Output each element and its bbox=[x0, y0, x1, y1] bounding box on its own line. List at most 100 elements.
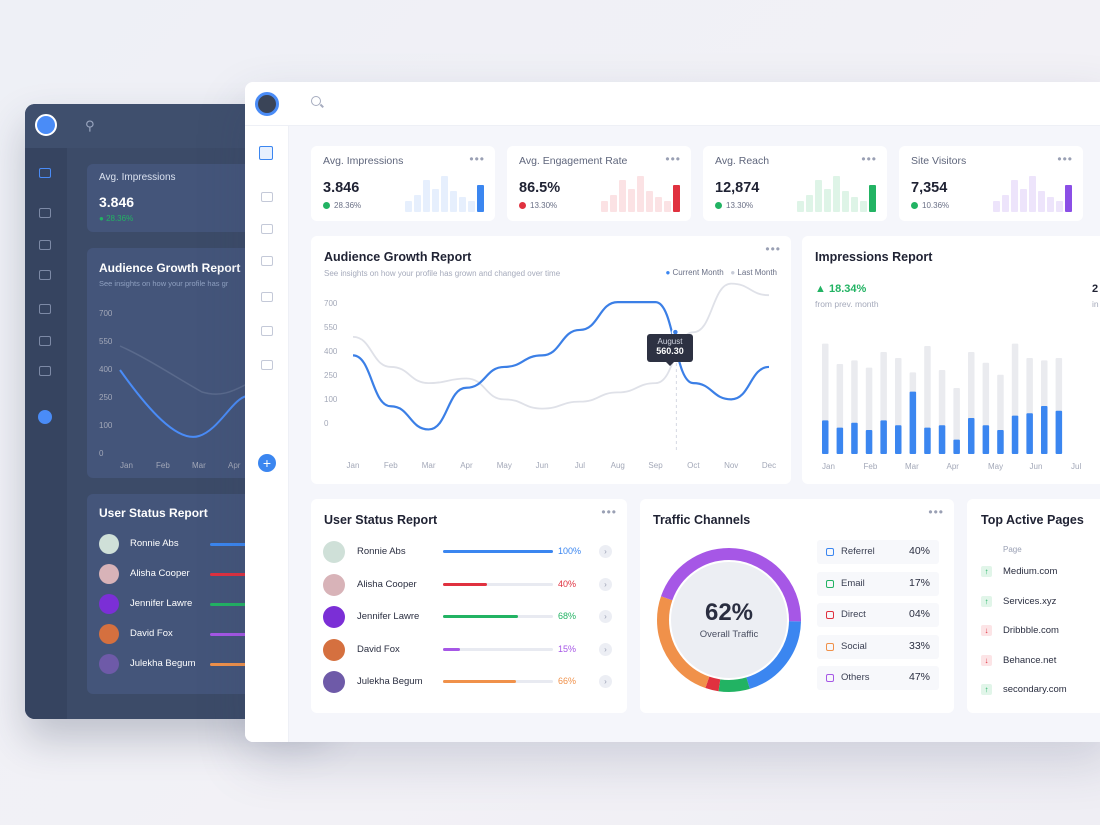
impressions-bar[interactable] bbox=[836, 427, 844, 454]
dark-user-row[interactable]: Ronnie Abs bbox=[99, 532, 325, 558]
user-progress-bar bbox=[443, 615, 553, 618]
user-progress-bar bbox=[443, 582, 553, 586]
user-status-menu-icon[interactable]: ••• bbox=[601, 505, 617, 519]
impressions-bar[interactable] bbox=[1011, 415, 1019, 454]
dark-user-avatar bbox=[99, 564, 119, 584]
kpi-value: 3.846 bbox=[323, 180, 360, 196]
user-name: Alisha Cooper bbox=[357, 578, 417, 590]
y-tick-label: 250 bbox=[324, 371, 338, 380]
dark-search-icon[interactable]: ⚲ bbox=[85, 118, 95, 133]
kpi-menu-icon[interactable]: ••• bbox=[861, 152, 877, 166]
donut-segment[interactable] bbox=[657, 548, 801, 692]
user-row[interactable]: Ronnie Abs 100% › bbox=[323, 537, 613, 567]
chevron-right-icon[interactable]: › bbox=[599, 577, 612, 591]
impressions-bar[interactable] bbox=[1055, 410, 1063, 454]
kpi-mini-bar bbox=[673, 185, 680, 212]
impressions-bar[interactable] bbox=[1041, 406, 1048, 454]
donut-segment[interactable] bbox=[657, 548, 801, 692]
dark-table-icon[interactable] bbox=[39, 366, 51, 376]
add-button[interactable]: + bbox=[258, 454, 276, 472]
kpi-menu-icon[interactable]: ••• bbox=[1057, 152, 1073, 166]
dark-user-row[interactable]: Alisha Cooper bbox=[99, 562, 325, 588]
impressions-bar[interactable] bbox=[880, 420, 887, 454]
arrow-up-icon: ↑ bbox=[981, 595, 992, 607]
traffic-title: Traffic Channels bbox=[653, 513, 751, 527]
kpi-card[interactable]: Avg. Reach ••• 12,874 13.30% bbox=[703, 146, 887, 221]
dark-user-row[interactable]: David Fox bbox=[99, 622, 325, 648]
impressions-bar[interactable] bbox=[924, 427, 931, 454]
dashboard-icon[interactable] bbox=[259, 146, 273, 160]
page-row[interactable]: ↓ Behance.net bbox=[981, 651, 1100, 671]
chart-icon[interactable] bbox=[261, 256, 273, 266]
map-icon[interactable] bbox=[261, 326, 273, 336]
kpi-card[interactable]: Avg. Engagement Rate ••• 86.5% 13.30% bbox=[507, 146, 691, 221]
chevron-right-icon[interactable]: › bbox=[599, 642, 612, 656]
impressions-bar[interactable] bbox=[822, 420, 829, 454]
search-icon[interactable] bbox=[311, 96, 325, 110]
impressions-bar[interactable] bbox=[982, 425, 990, 454]
dark-shield-icon[interactable] bbox=[39, 304, 51, 314]
user-row[interactable]: Jennifer Lawre 68% › bbox=[323, 602, 613, 632]
dashboard-window: + Avg. Impressions ••• 3.846 28.36% Avg. Eng… bbox=[245, 82, 1100, 742]
traffic-channel-row[interactable]: Others 47% bbox=[817, 666, 939, 690]
table-icon[interactable] bbox=[261, 360, 273, 370]
impressions-bar[interactable] bbox=[997, 430, 1004, 454]
dark-folder-icon[interactable] bbox=[39, 208, 51, 218]
user-row[interactable]: Julekha Begum 66% › bbox=[323, 667, 613, 697]
x-tick-label: Jan bbox=[347, 461, 360, 470]
kpi-menu-icon[interactable]: ••• bbox=[665, 152, 681, 166]
impressions-bar[interactable] bbox=[968, 418, 975, 454]
impressions-bar[interactable] bbox=[953, 439, 960, 454]
kpi-mini-bar bbox=[824, 189, 831, 212]
dark-add-icon[interactable] bbox=[38, 410, 52, 424]
current-month-line bbox=[352, 301, 770, 431]
page-row[interactable]: ↑ secondary.com bbox=[981, 680, 1100, 700]
traffic-channel-row[interactable]: Direct 04% bbox=[817, 603, 939, 627]
page-name[interactable]: Behance.net bbox=[1003, 654, 1057, 666]
avatar bbox=[323, 573, 345, 596]
page-row[interactable]: ↑ Services.xyz bbox=[981, 592, 1100, 612]
kpi-card[interactable]: Site Visitors ••• 7,354 10.36% bbox=[899, 146, 1083, 221]
impressions-bar[interactable] bbox=[895, 425, 902, 454]
page-row[interactable]: ↓ Dribbble.com bbox=[981, 621, 1100, 641]
folder-icon[interactable] bbox=[261, 192, 273, 202]
traffic-channel-row[interactable]: Social 33% bbox=[817, 634, 939, 659]
user-row[interactable]: Alisha Cooper 40% › bbox=[323, 570, 613, 600]
dark-map-icon[interactable] bbox=[39, 336, 51, 346]
traffic-channel-row[interactable]: Email 17% bbox=[817, 571, 939, 596]
logo-icon[interactable] bbox=[255, 92, 279, 116]
impressions-bar[interactable] bbox=[938, 425, 946, 454]
kpi-mini-bar bbox=[1056, 200, 1063, 212]
dark-card-icon[interactable] bbox=[39, 240, 51, 250]
kpi-mini-bar bbox=[601, 200, 608, 212]
page-name[interactable]: secondary.com bbox=[1003, 684, 1067, 695]
dark-user-row[interactable]: Jennifer Lawre bbox=[99, 592, 325, 618]
impressions-change-sub: from prev. month bbox=[815, 299, 879, 309]
page-name[interactable]: Medium.com bbox=[1003, 566, 1058, 577]
page-name[interactable]: Services.xyz bbox=[1003, 595, 1057, 607]
kpi-menu-icon[interactable]: ••• bbox=[469, 152, 485, 166]
traffic-channel-row[interactable]: Referrel 40% bbox=[817, 540, 939, 564]
dark-dashboard-icon[interactable] bbox=[39, 168, 51, 178]
impressions-bar[interactable] bbox=[909, 391, 917, 454]
kpi-pct: 10.36% bbox=[922, 201, 950, 210]
dark-user-row[interactable]: Julekha Begum bbox=[99, 652, 325, 678]
page-row[interactable]: ↑ Medium.com bbox=[981, 562, 1100, 582]
x-tick-label: Sep bbox=[648, 461, 663, 470]
user-row[interactable]: David Fox 15% › bbox=[323, 635, 613, 665]
impressions-bar[interactable] bbox=[851, 422, 858, 454]
impressions-bar[interactable] bbox=[865, 430, 873, 454]
chevron-right-icon[interactable]: › bbox=[599, 675, 612, 688]
traffic-menu-icon[interactable]: ••• bbox=[928, 505, 944, 519]
audience-growth-menu-icon[interactable]: ••• bbox=[765, 242, 781, 256]
impressions-bar[interactable] bbox=[1026, 413, 1033, 454]
shield-icon[interactable] bbox=[261, 292, 273, 302]
page-name[interactable]: Dribbble.com bbox=[1003, 625, 1059, 636]
chevron-right-icon[interactable]: › bbox=[599, 610, 612, 623]
donut-segment[interactable] bbox=[657, 548, 801, 692]
dark-chart-icon[interactable] bbox=[39, 270, 51, 280]
kpi-card[interactable]: Avg. Impressions ••• 3.846 28.36% bbox=[311, 146, 495, 221]
chevron-right-icon[interactable]: › bbox=[599, 545, 612, 558]
avatar bbox=[323, 638, 345, 661]
card-icon[interactable] bbox=[261, 224, 273, 234]
